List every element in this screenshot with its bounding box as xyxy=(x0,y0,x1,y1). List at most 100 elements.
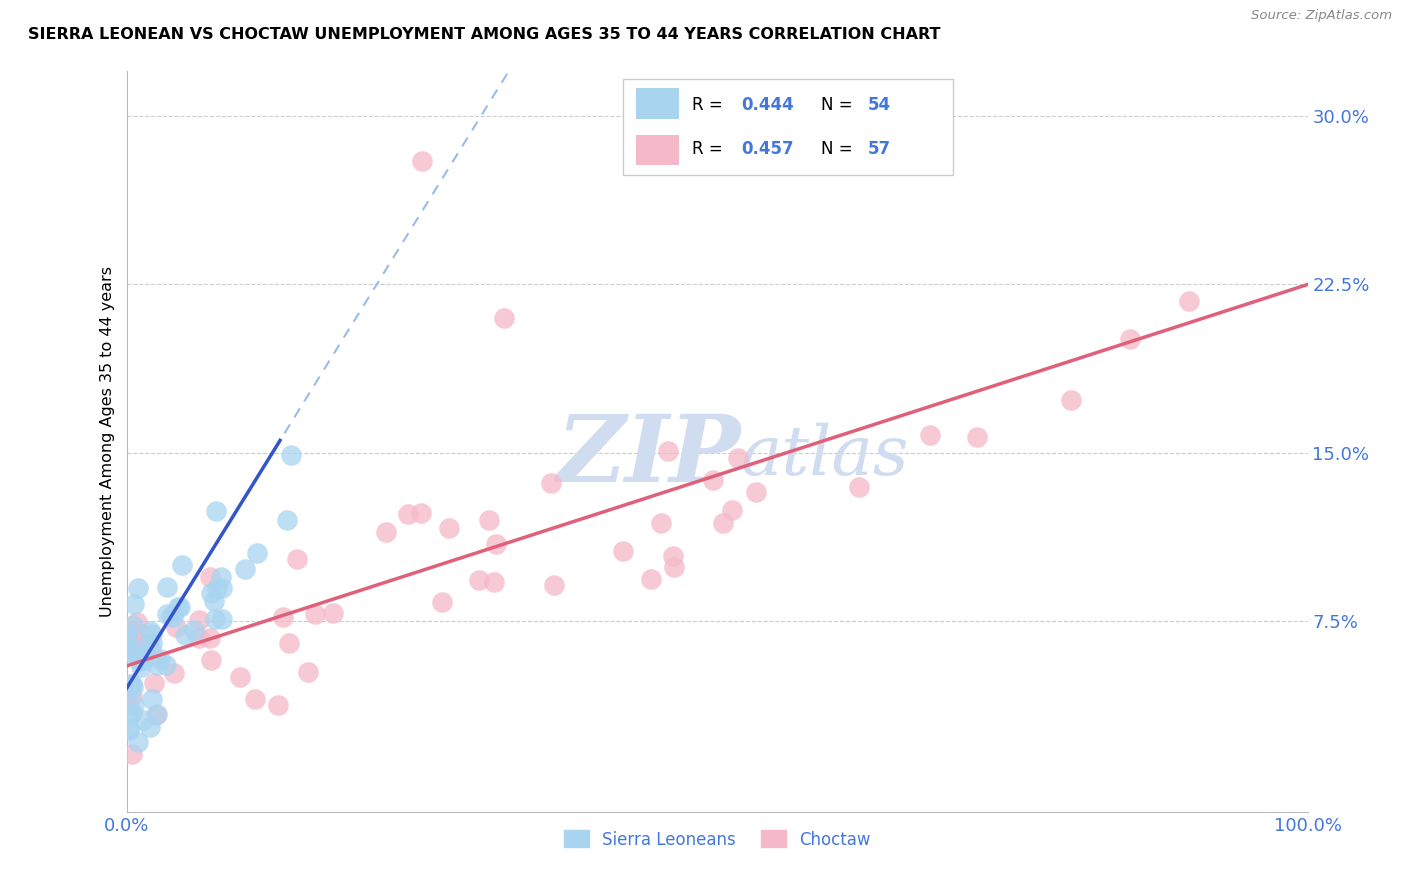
Point xyxy=(122,698,145,713)
Point xyxy=(183,623,205,637)
Point xyxy=(145,658,167,673)
Point xyxy=(664,560,686,574)
Point xyxy=(165,620,187,634)
Point xyxy=(276,513,298,527)
Point xyxy=(121,747,143,761)
Point xyxy=(121,677,143,691)
Point xyxy=(115,632,138,647)
Point xyxy=(246,546,269,560)
Point xyxy=(174,628,197,642)
Point xyxy=(121,618,143,632)
Point xyxy=(209,570,232,584)
Point xyxy=(121,706,143,721)
Point xyxy=(120,677,142,691)
Point xyxy=(125,637,148,651)
Point xyxy=(711,516,734,530)
Point xyxy=(145,708,167,723)
Point xyxy=(204,611,226,625)
Point xyxy=(122,597,145,611)
Point xyxy=(132,714,155,728)
Point xyxy=(243,692,266,706)
Point xyxy=(277,636,299,650)
Point xyxy=(125,615,148,629)
Point xyxy=(122,680,145,694)
Point xyxy=(139,624,162,638)
Point xyxy=(121,624,143,639)
Point xyxy=(162,610,184,624)
Point xyxy=(141,691,163,706)
Point xyxy=(271,610,294,624)
Point xyxy=(129,648,152,662)
Point xyxy=(129,660,152,674)
Point xyxy=(128,654,150,668)
Point xyxy=(482,575,505,590)
Point xyxy=(375,525,398,540)
Text: atlas: atlas xyxy=(741,423,910,490)
Point xyxy=(304,607,326,621)
Text: SIERRA LEONEAN VS CHOCTAW UNEMPLOYMENT AMONG AGES 35 TO 44 YEARS CORRELATION CHA: SIERRA LEONEAN VS CHOCTAW UNEMPLOYMENT A… xyxy=(28,27,941,42)
Point xyxy=(640,572,662,586)
Point xyxy=(297,665,319,679)
Point xyxy=(211,582,233,596)
Point xyxy=(127,734,149,748)
Point xyxy=(118,723,141,737)
Point xyxy=(118,640,141,654)
Point xyxy=(720,503,742,517)
Point xyxy=(200,585,222,599)
Point xyxy=(169,599,191,614)
Point xyxy=(657,443,679,458)
Point xyxy=(266,698,288,712)
Point xyxy=(141,636,163,650)
Point xyxy=(650,516,672,531)
Point xyxy=(172,558,194,573)
Point xyxy=(233,562,256,576)
Point xyxy=(149,652,172,666)
Point xyxy=(702,473,724,487)
Point xyxy=(612,544,634,558)
Legend: Sierra Leoneans, Choctaw: Sierra Leoneans, Choctaw xyxy=(557,823,877,855)
Point xyxy=(188,631,211,645)
Point xyxy=(322,606,344,620)
Point xyxy=(200,653,222,667)
Point xyxy=(117,696,139,710)
Point xyxy=(280,448,302,462)
Point xyxy=(205,582,228,596)
Point xyxy=(1178,293,1201,308)
Point xyxy=(205,504,228,518)
Point xyxy=(118,706,141,721)
Point xyxy=(1060,393,1083,408)
Point xyxy=(156,580,179,594)
Point xyxy=(437,521,460,535)
Point xyxy=(543,578,565,592)
Point xyxy=(966,429,988,443)
Point xyxy=(409,506,432,520)
Point xyxy=(229,670,252,684)
Point xyxy=(396,508,419,522)
Point xyxy=(136,637,159,651)
Point xyxy=(118,721,141,735)
Point xyxy=(478,513,501,527)
Point xyxy=(211,612,233,626)
Point xyxy=(411,154,433,169)
Point xyxy=(141,627,163,641)
Point xyxy=(131,628,153,642)
Point xyxy=(139,720,162,734)
Point xyxy=(146,707,169,722)
Point xyxy=(166,600,188,615)
Point xyxy=(202,594,225,608)
Point xyxy=(115,644,138,658)
Point xyxy=(187,613,209,627)
Text: ZIP: ZIP xyxy=(557,411,741,501)
Point xyxy=(848,480,870,494)
Point xyxy=(494,311,516,326)
Point xyxy=(155,607,177,621)
Point xyxy=(143,675,166,690)
Point xyxy=(200,631,222,645)
Point xyxy=(155,658,177,673)
Point xyxy=(745,485,768,500)
Point xyxy=(163,665,186,680)
Point xyxy=(467,574,489,588)
Text: Source: ZipAtlas.com: Source: ZipAtlas.com xyxy=(1251,9,1392,22)
Point xyxy=(662,549,685,564)
Point xyxy=(198,570,221,584)
